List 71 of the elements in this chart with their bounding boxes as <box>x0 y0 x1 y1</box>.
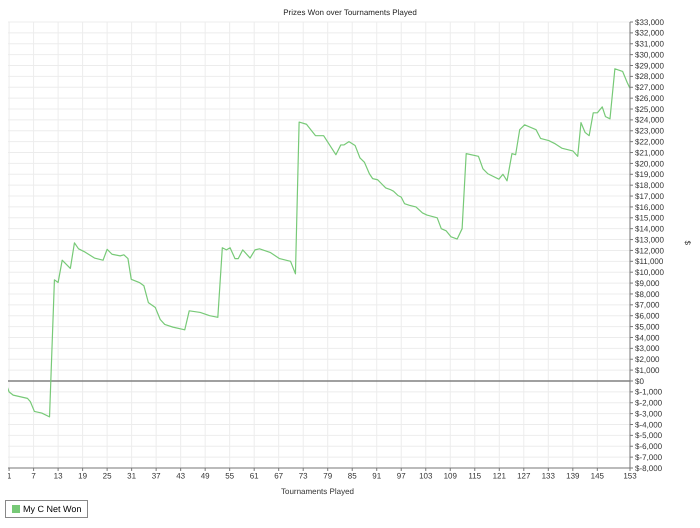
y-tick-label: $-4,000 <box>635 420 663 430</box>
x-tick-label: 97 <box>396 472 406 481</box>
y-tick-label: $13,000 <box>635 235 664 244</box>
x-tick-label: 55 <box>225 472 235 481</box>
y-tick-label: $20,000 <box>635 159 664 168</box>
x-tick-label: 67 <box>274 472 284 481</box>
y-tick-label: $8,000 <box>635 290 660 299</box>
y-tick-label: $30,000 <box>635 50 664 60</box>
x-tick-label: 19 <box>78 472 88 481</box>
x-tick-label: 85 <box>348 472 358 481</box>
y-tick-label: $4,000 <box>635 333 660 342</box>
y-tick-label: $-2,000 <box>635 398 663 408</box>
y-tick-label: $23,000 <box>635 126 664 136</box>
y-tick-label: $0 <box>635 376 644 386</box>
y-tick-label: $29,000 <box>635 61 664 70</box>
y-tick-label: $-7,000 <box>635 452 663 462</box>
y-tick-label: $15,000 <box>635 214 664 223</box>
y-tick-label: $2,000 <box>635 355 660 364</box>
x-tick-label: 91 <box>372 472 382 481</box>
y-tick-label: $3,000 <box>635 344 660 354</box>
x-tick-label: 61 <box>250 472 260 481</box>
y-tick-label: $1,000 <box>635 366 660 375</box>
x-tick-label: 43 <box>176 472 186 481</box>
chart-title: Prizes Won over Tournaments Played <box>282 8 418 18</box>
x-tick-label: 31 <box>127 472 137 481</box>
x-tick-label: 115 <box>468 472 482 481</box>
y-tick-label: $31,000 <box>635 40 664 49</box>
legend-label: My C Net Won <box>22 504 82 514</box>
y-tick-label: $-6,000 <box>635 442 663 452</box>
y-tick-label: $6,000 <box>635 312 660 321</box>
x-tick-label: 127 <box>517 472 532 481</box>
y-tick-label: $33,000 <box>635 18 664 27</box>
y-tick-label: $-3,000 <box>635 409 663 418</box>
y-tick-label: $14,000 <box>635 224 664 234</box>
y-tick-label: $-5,000 <box>635 431 663 440</box>
y-tick-label: $16,000 <box>635 202 664 212</box>
x-tick-label: 37 <box>152 472 162 481</box>
y-tick-label: $21,000 <box>635 148 664 158</box>
y-tick-label: $11,000 <box>635 257 664 266</box>
y-tick-label: $-1,000 <box>635 388 663 397</box>
y-tick-label: $17,000 <box>635 192 664 201</box>
y-tick-label: $26,000 <box>635 94 664 103</box>
x-tick-label: 7 <box>31 472 36 481</box>
y-axis-title: $ <box>683 240 692 246</box>
y-tick-label: $24,000 <box>635 116 664 125</box>
y-tick-label: $7,000 <box>635 300 660 310</box>
y-tick-label: $25,000 <box>635 104 664 114</box>
x-tick-label: 13 <box>54 472 64 481</box>
x-tick-label: 139 <box>566 472 580 481</box>
y-tick-label: $9,000 <box>635 278 660 288</box>
x-tick-label: 109 <box>444 472 458 481</box>
x-tick-label: 145 <box>590 472 605 481</box>
x-tick-label: 25 <box>102 472 112 481</box>
x-tick-label: 153 <box>623 472 638 481</box>
y-tick-label: $5,000 <box>635 322 660 332</box>
y-tick-label: $12,000 <box>635 246 664 256</box>
x-tick-label: 73 <box>298 472 308 481</box>
x-tick-label: 49 <box>200 472 210 481</box>
y-tick-label: $27,000 <box>635 83 664 92</box>
y-tick-label: $10,000 <box>635 268 664 278</box>
y-tick-label: $-8,000 <box>635 464 663 473</box>
x-tick-label: 103 <box>419 472 433 481</box>
y-tick-label: $28,000 <box>635 72 664 82</box>
x-axis-title: Tournaments Played <box>281 487 354 496</box>
y-tick-label: $32,000 <box>635 28 664 38</box>
x-tick-label: 121 <box>492 472 506 481</box>
y-tick-label: $18,000 <box>635 181 664 190</box>
y-tick-label: $19,000 <box>635 170 664 180</box>
x-tick-label: 133 <box>542 472 556 481</box>
y-tick-label: $22,000 <box>635 138 664 146</box>
x-tick-label: 79 <box>323 472 333 481</box>
